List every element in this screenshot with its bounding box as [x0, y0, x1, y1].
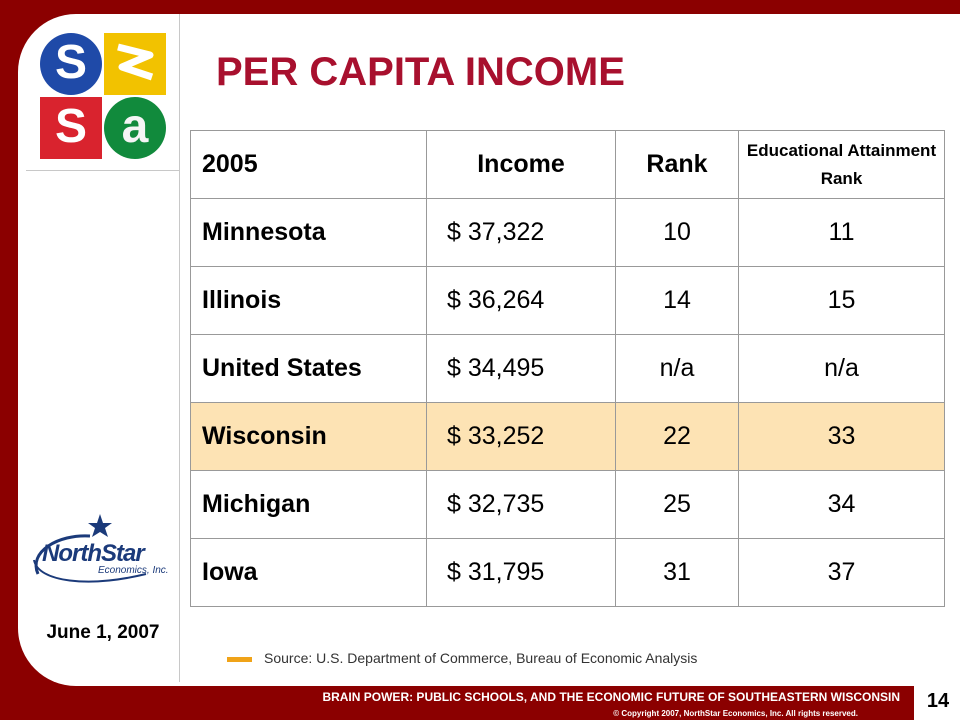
footer-copyright: © Copyright 2007, NorthStar Economics, I… [613, 709, 858, 718]
header-rank: Rank [615, 130, 739, 199]
cell-income: $ 33,252 [426, 402, 616, 471]
cell-edu-rank: 37 [738, 538, 945, 607]
table-row: Minnesota $ 37,322 10 11 [190, 198, 945, 267]
cell-edu-rank: 33 [738, 402, 945, 471]
source-note: Source: U.S. Department of Commerce, Bur… [264, 650, 698, 666]
source-marker [227, 657, 252, 662]
zigzag-icon [117, 43, 154, 81]
page-number: 14 [918, 686, 958, 716]
sasa-logo: S S a [40, 33, 168, 161]
cell-state: Minnesota [190, 198, 427, 267]
cell-edu-rank: 15 [738, 266, 945, 335]
cell-income: $ 36,264 [426, 266, 616, 335]
cell-rank: 25 [615, 470, 739, 539]
sasa-tile-a-green: a [104, 97, 166, 159]
cell-income: $ 31,795 [426, 538, 616, 607]
cell-rank: n/a [615, 334, 739, 403]
star-icon [88, 514, 112, 537]
cell-income: $ 32,735 [426, 470, 616, 539]
logo-divider [26, 170, 179, 171]
cell-rank: 22 [615, 402, 739, 471]
table-row-highlighted: Wisconsin $ 33,252 22 33 [190, 402, 945, 471]
sasa-tile-s-blue: S [40, 33, 102, 95]
cell-edu-rank: n/a [738, 334, 945, 403]
cell-state: Michigan [190, 470, 427, 539]
header-education-rank: Educational Attainment Rank [738, 130, 945, 199]
sasa-tile-s-red: S [40, 97, 102, 159]
cell-state: Wisconsin [190, 402, 427, 471]
cell-rank: 31 [615, 538, 739, 607]
cell-rank: 10 [615, 198, 739, 267]
cell-state: Illinois [190, 266, 427, 335]
slide-date: June 1, 2007 [46, 622, 160, 643]
income-table: 2005 Income Rank Educational Attainment … [190, 130, 945, 607]
table-header-row: 2005 Income Rank Educational Attainment … [190, 130, 945, 199]
table-row: Iowa $ 31,795 31 37 [190, 538, 945, 607]
header-year: 2005 [190, 130, 427, 199]
cell-income: $ 37,322 [426, 198, 616, 267]
footer-title: BRAIN POWER: PUBLIC SCHOOLS, AND THE ECO… [322, 690, 900, 704]
northstar-swoosh-icon [33, 514, 147, 583]
sidebar-divider [179, 14, 180, 682]
cell-state: Iowa [190, 538, 427, 607]
northstar-logo: NorthStar Economics, Inc. [28, 512, 178, 594]
table-row: Michigan $ 32,735 25 34 [190, 470, 945, 539]
cell-income: $ 34,495 [426, 334, 616, 403]
slide-title: PER CAPITA INCOME [216, 50, 625, 94]
table-row: Illinois $ 36,264 14 15 [190, 266, 945, 335]
cell-rank: 14 [615, 266, 739, 335]
cell-edu-rank: 11 [738, 198, 945, 267]
header-income: Income [426, 130, 616, 199]
cell-state: United States [190, 334, 427, 403]
sasa-tile-yellow-icon [104, 33, 166, 95]
cell-edu-rank: 34 [738, 470, 945, 539]
table-row: United States $ 34,495 n/a n/a [190, 334, 945, 403]
